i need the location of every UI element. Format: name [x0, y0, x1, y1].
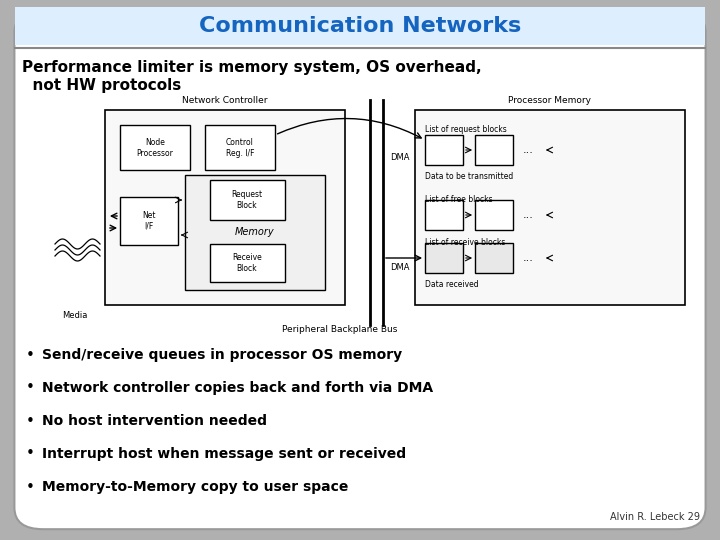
- Text: Send/receive queues in processor OS memory: Send/receive queues in processor OS memo…: [42, 348, 402, 362]
- Text: ...: ...: [523, 253, 534, 263]
- FancyBboxPatch shape: [15, 7, 705, 45]
- Text: Control
Reg. I/F: Control Reg. I/F: [226, 138, 254, 158]
- Text: Performance limiter is memory system, OS overhead,: Performance limiter is memory system, OS…: [22, 60, 482, 75]
- Bar: [425, 135, 463, 165]
- Text: Node
Processor: Node Processor: [137, 138, 174, 158]
- Text: Data to be transmitted: Data to be transmitted: [425, 172, 513, 181]
- Bar: [475, 200, 513, 230]
- Text: Network Controller: Network Controller: [182, 96, 268, 105]
- Text: •: •: [26, 414, 35, 429]
- Text: Interrupt host when message sent or received: Interrupt host when message sent or rece…: [42, 447, 406, 461]
- Text: •: •: [26, 480, 35, 495]
- Text: Memory-to-Memory copy to user space: Memory-to-Memory copy to user space: [42, 480, 348, 494]
- Text: Network controller copies back and forth via DMA: Network controller copies back and forth…: [42, 381, 433, 395]
- Bar: [185, 175, 325, 290]
- Text: ...: ...: [523, 145, 534, 155]
- Text: Communication Networks: Communication Networks: [199, 16, 521, 36]
- Text: Peripheral Backplane Bus: Peripheral Backplane Bus: [282, 326, 397, 334]
- Text: Net
I/F: Net I/F: [143, 211, 156, 231]
- Text: Media: Media: [63, 310, 88, 320]
- Text: not HW protocols: not HW protocols: [22, 78, 181, 93]
- Text: Alvin R. Lebeck 29: Alvin R. Lebeck 29: [610, 512, 700, 522]
- Text: DMA: DMA: [390, 264, 410, 273]
- Bar: [425, 200, 463, 230]
- Bar: [210, 180, 285, 220]
- Text: •: •: [26, 447, 35, 462]
- Text: Processor Memory: Processor Memory: [508, 96, 592, 105]
- Bar: [120, 125, 190, 170]
- Text: Receive
Block: Receive Block: [232, 253, 262, 273]
- Text: Memory: Memory: [235, 227, 275, 237]
- Text: No host intervention needed: No host intervention needed: [42, 414, 267, 428]
- Text: Request
Block: Request Block: [231, 190, 263, 210]
- Bar: [105, 110, 345, 305]
- Text: •: •: [26, 348, 35, 362]
- Text: ...: ...: [523, 210, 534, 220]
- Text: List of free blocks: List of free blocks: [425, 195, 492, 204]
- Bar: [475, 243, 513, 273]
- Bar: [120, 197, 178, 245]
- Text: DMA: DMA: [390, 152, 410, 161]
- Text: List of request blocks: List of request blocks: [425, 125, 507, 134]
- Bar: [210, 244, 285, 282]
- Text: Data received: Data received: [425, 280, 479, 289]
- Bar: [475, 135, 513, 165]
- Bar: [415, 110, 685, 305]
- Text: •: •: [26, 381, 35, 395]
- Bar: [205, 125, 275, 170]
- Text: List of receive blocks: List of receive blocks: [425, 238, 505, 247]
- Bar: [425, 243, 463, 273]
